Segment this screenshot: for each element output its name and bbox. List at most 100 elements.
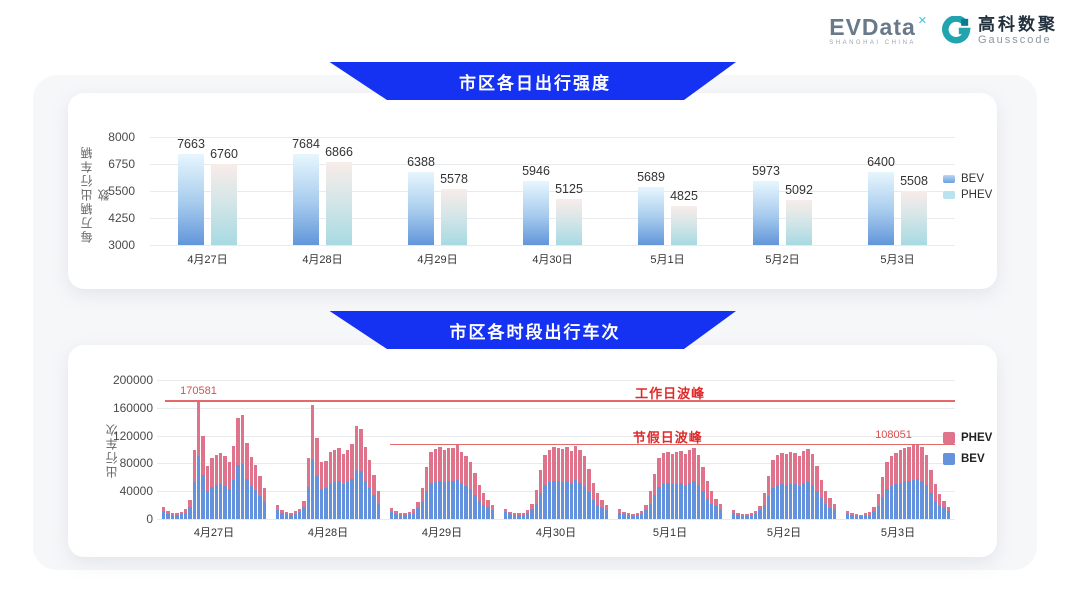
phev-segment — [631, 514, 635, 516]
phev-segment — [850, 513, 854, 516]
bev-segment — [701, 491, 705, 519]
hour-bar — [815, 380, 819, 519]
bev-segment — [442, 482, 446, 519]
hour-bar — [512, 380, 517, 519]
hour-bar — [166, 380, 170, 519]
bev-segment — [451, 481, 455, 519]
phev-segment — [902, 448, 907, 482]
phev-segment — [302, 500, 306, 508]
bev-segment — [863, 515, 867, 519]
bev-segment — [679, 482, 683, 519]
hour-bar — [937, 380, 942, 519]
bev-segment — [850, 515, 854, 519]
phev-segment — [771, 459, 775, 488]
phev-bar-rect — [786, 199, 812, 245]
bev-segment — [240, 464, 245, 519]
bev-segment — [284, 514, 289, 519]
hour-bar — [477, 380, 481, 519]
day-group: 6388 5578 — [380, 137, 495, 245]
hour-bar — [280, 380, 284, 519]
hour-bar — [784, 380, 788, 519]
hour-bar — [657, 380, 661, 519]
phev-segment — [350, 443, 354, 480]
hour-bar — [574, 380, 578, 519]
phev-segment — [547, 449, 552, 483]
bev-bar: 7663 — [177, 137, 205, 245]
bev-segment — [525, 513, 530, 519]
hour-bar — [534, 380, 538, 519]
bev-segment — [223, 485, 227, 519]
hour-bar — [486, 380, 490, 519]
hour-bar — [793, 380, 797, 519]
peak-label: 节假日波峰 — [632, 429, 703, 445]
phev-segment — [692, 448, 696, 482]
bar-value-label: 4825 — [670, 188, 698, 203]
phev-segment — [407, 512, 411, 515]
phev-bar-rect — [901, 190, 927, 245]
bev-segment — [297, 512, 302, 519]
hour-bar — [530, 380, 534, 519]
bev-segment — [560, 481, 565, 519]
hour-bar — [832, 380, 836, 519]
bev-segment — [328, 483, 332, 519]
legend-label: BEV — [961, 173, 985, 185]
bev-segment — [771, 487, 775, 519]
hour-bar — [411, 380, 416, 519]
bev-swatch-icon — [943, 175, 955, 183]
phev-segment — [433, 448, 438, 482]
phev-segment — [582, 456, 587, 486]
phev-segment — [359, 428, 363, 472]
hour-bar — [354, 380, 359, 519]
bar-groups: 7663 6760 7684 6866 6388 5578 5946 5125 5689 4825… — [150, 137, 955, 245]
bev-segment — [696, 485, 701, 519]
bev-segment — [929, 493, 933, 519]
bev-segment — [767, 496, 771, 519]
bev-segment — [460, 483, 464, 519]
bev-segment — [346, 482, 350, 519]
hour-bar — [508, 380, 512, 519]
bar-value-label: 5689 — [637, 169, 665, 184]
phev-segment — [442, 449, 446, 483]
gridline — [157, 463, 955, 465]
bev-segment — [481, 505, 486, 519]
chart2-title: 市区各时段出行车次 — [449, 322, 621, 342]
phev-segment — [530, 503, 534, 509]
phev-segment — [815, 466, 819, 491]
phev-segment — [819, 480, 823, 499]
hour-bar — [539, 380, 543, 519]
bev-segment — [556, 481, 560, 519]
bev-segment — [618, 512, 622, 519]
hour-bar — [179, 380, 183, 519]
gausscode-g-icon — [942, 16, 971, 44]
hour-bar — [797, 380, 801, 519]
bev-segment — [867, 514, 872, 519]
bev-segment — [210, 486, 214, 519]
bev-segment — [740, 515, 745, 519]
phev-segment — [473, 473, 477, 495]
hour-bar — [201, 380, 205, 519]
bev-segment — [911, 479, 915, 519]
hour-bar — [696, 380, 701, 519]
hour-bar — [232, 380, 236, 519]
bev-segment — [732, 513, 736, 519]
bar-value-label: 5578 — [440, 172, 468, 187]
hour-bar — [740, 380, 745, 519]
bev-segment — [688, 482, 692, 519]
phev-segment — [709, 491, 714, 505]
phev-segment — [183, 509, 188, 513]
phev-segment — [894, 453, 898, 484]
hour-bar — [644, 380, 648, 519]
hour-bar — [504, 380, 508, 519]
phev-segment — [284, 512, 289, 515]
x-axis-label: 5月2日 — [766, 527, 802, 539]
bev-segment — [569, 482, 573, 519]
phev-segment — [490, 505, 494, 511]
hour-bar — [885, 380, 889, 519]
hour-bar — [745, 380, 749, 519]
hour-bar — [315, 380, 319, 519]
phev-segment — [740, 514, 745, 516]
hour-bar — [578, 380, 582, 519]
hour-bar — [587, 380, 591, 519]
phev-segment — [635, 512, 639, 515]
phev-segment — [324, 460, 328, 489]
